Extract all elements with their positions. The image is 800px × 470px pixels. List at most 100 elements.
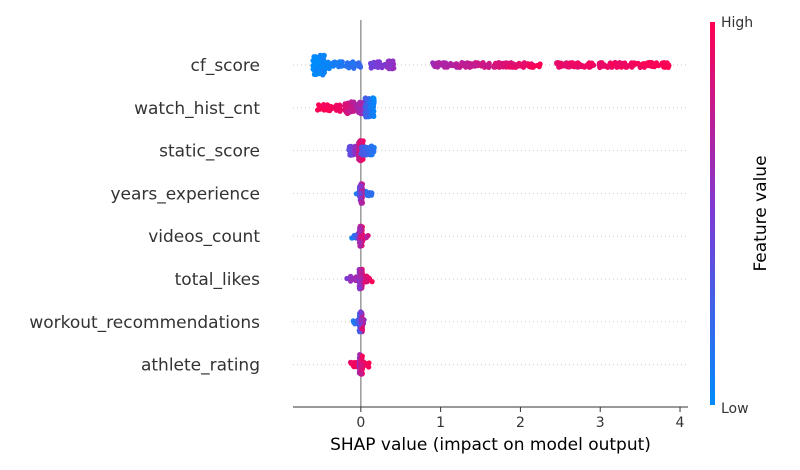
shap-point	[369, 144, 375, 150]
shap-point	[599, 62, 605, 68]
shap-point	[459, 60, 465, 66]
shap-point	[369, 61, 375, 67]
x-tick-label: 2	[516, 415, 525, 431]
shap-point	[365, 145, 371, 151]
x-tick-label: 4	[676, 415, 685, 431]
shap-point	[391, 65, 397, 71]
shap-point	[372, 64, 378, 70]
shap-point	[661, 64, 667, 70]
data-points	[310, 52, 672, 377]
shap-point	[616, 62, 622, 68]
shap-point	[567, 60, 573, 66]
colorbar-high-label: High	[721, 15, 753, 31]
x-ticks: 0 1 2 3 4	[356, 407, 685, 431]
shap-point	[464, 61, 470, 67]
shap-point	[361, 150, 367, 156]
shap-point	[665, 64, 671, 70]
shap-point	[589, 60, 595, 66]
shap-point	[527, 63, 533, 69]
shap-point	[359, 234, 365, 240]
feature-points-athlete-rating	[347, 352, 372, 377]
shap-point	[351, 99, 357, 105]
shap-point	[370, 148, 376, 154]
feature-points-watch-hist-cnt	[315, 95, 377, 120]
shap-point	[322, 60, 328, 66]
x-axis: 0 1 2 3 4 SHAP value (impact on model output…	[293, 406, 688, 455]
shap-point	[324, 107, 330, 113]
shap-point	[350, 60, 356, 66]
shap-point	[382, 61, 388, 68]
shap-point	[359, 199, 365, 205]
shap-point	[627, 62, 633, 68]
shap-point	[634, 61, 640, 67]
colorbar-gradient	[710, 22, 715, 405]
shap-point	[349, 360, 355, 366]
shap-point	[351, 108, 357, 114]
shap-point	[496, 64, 502, 70]
shap-point	[329, 105, 335, 111]
shap-point	[358, 316, 364, 323]
shap-point	[605, 63, 611, 69]
feature-label: static_score	[159, 142, 260, 162]
shap-point	[359, 325, 365, 331]
shap-point	[324, 65, 330, 71]
shap-point	[358, 267, 364, 273]
feature-label: years_experience	[110, 184, 260, 204]
shap-point	[365, 275, 371, 281]
shap-point	[370, 111, 376, 117]
shap-point	[516, 60, 522, 66]
feature-label: athlete_rating	[141, 356, 260, 376]
shap-point	[555, 60, 561, 66]
shap-point	[434, 60, 440, 66]
shap-point	[351, 364, 357, 370]
shap-point	[356, 239, 363, 246]
shap-point	[356, 60, 362, 66]
shap-point	[376, 63, 382, 69]
colorbar-low-label: Low	[721, 401, 749, 417]
x-tick-label: 0	[356, 415, 365, 431]
x-tick-label: 3	[596, 415, 605, 431]
shap-point	[357, 191, 363, 197]
x-axis-title: SHAP value (impact on model output)	[330, 435, 651, 455]
shap-point	[609, 61, 615, 67]
feature-labels: cf_score watch_hist_cnt static_score years_…	[29, 56, 260, 376]
shap-point	[358, 357, 365, 363]
shap-point	[575, 60, 582, 66]
shap-point	[343, 63, 349, 69]
x-tick-label: 1	[436, 415, 445, 431]
shap-point	[390, 58, 396, 64]
shap-point	[357, 225, 363, 231]
shap-point	[650, 60, 656, 67]
shap-point	[356, 285, 362, 291]
shap-point	[520, 64, 527, 70]
feature-points-cf-score	[310, 52, 672, 78]
feature-label: cf_score	[190, 56, 260, 76]
shap-point	[359, 353, 365, 359]
feature-label: workout_recommendations	[29, 313, 260, 333]
shap-point	[362, 95, 369, 101]
shap-point	[337, 59, 343, 65]
shap-point	[369, 279, 375, 285]
shap-point	[501, 60, 507, 66]
shap-point	[491, 64, 497, 70]
shap-point	[478, 63, 484, 69]
feature-points-years-experience	[353, 181, 375, 206]
feature-label: watch_hist_cnt	[134, 99, 260, 119]
shap-point	[376, 59, 382, 65]
shap-point	[521, 60, 527, 66]
shap-point	[363, 279, 369, 285]
shap-point	[358, 139, 364, 145]
shap-point	[358, 362, 364, 368]
shap-point	[336, 104, 342, 110]
shap-point	[351, 319, 357, 325]
shap-point	[358, 309, 364, 315]
shap-point	[358, 366, 364, 372]
shap-point	[622, 60, 628, 66]
feature-points-static-score	[346, 138, 377, 164]
shap-point	[363, 111, 369, 118]
shap-point	[351, 275, 357, 281]
shap-point	[344, 275, 350, 282]
shap-point	[358, 183, 364, 189]
